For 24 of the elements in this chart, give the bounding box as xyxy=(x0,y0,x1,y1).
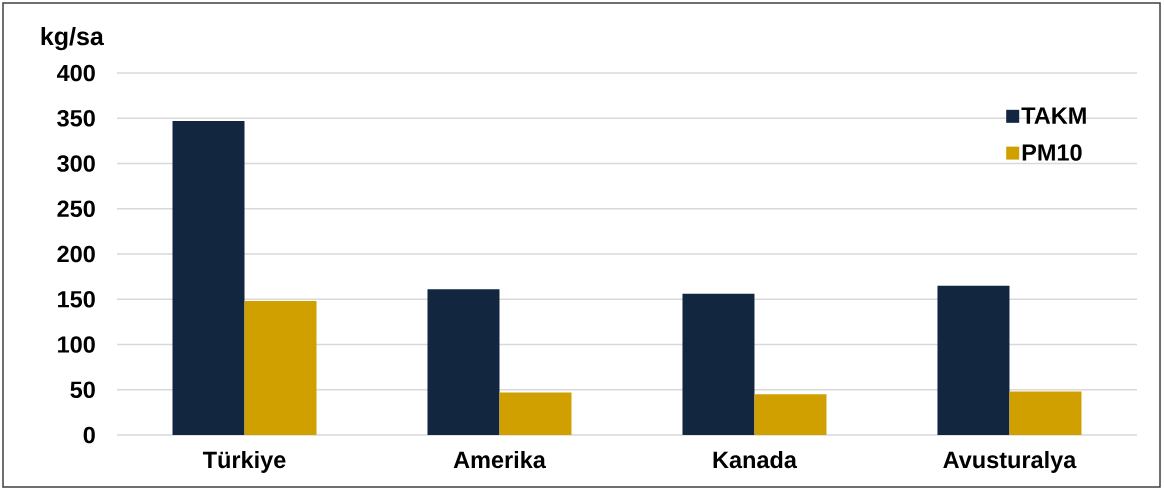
bar xyxy=(244,301,317,435)
x-tick-label: Kanada xyxy=(713,450,798,469)
bar xyxy=(172,120,245,435)
y-tick-label: 300 xyxy=(57,155,95,172)
y-tick-label: 250 xyxy=(57,200,95,218)
bar xyxy=(499,392,572,435)
y-tick-label: 100 xyxy=(58,336,95,353)
bar xyxy=(937,285,1010,435)
bar xyxy=(682,293,755,435)
y-tick-label: 350 xyxy=(57,109,95,127)
legend-label: PM10 xyxy=(1022,144,1082,161)
y-tick-label: 50 xyxy=(70,381,95,399)
x-tick-label: Amerika xyxy=(453,450,546,469)
y-tick-label: 0 xyxy=(83,426,95,444)
bar xyxy=(1009,391,1082,435)
x-tick-label: Türkiye xyxy=(202,450,286,473)
y-tick-label: 200 xyxy=(57,245,95,263)
legend-label: TAKM xyxy=(1021,107,1086,124)
bar xyxy=(754,394,827,435)
x-tick-label: Avusturalya xyxy=(943,450,1077,473)
y-tick-label: 150 xyxy=(58,290,95,308)
y-tick-label: 400 xyxy=(56,64,95,82)
bar xyxy=(427,289,500,435)
y-axis-title: kg/sa xyxy=(41,26,104,51)
